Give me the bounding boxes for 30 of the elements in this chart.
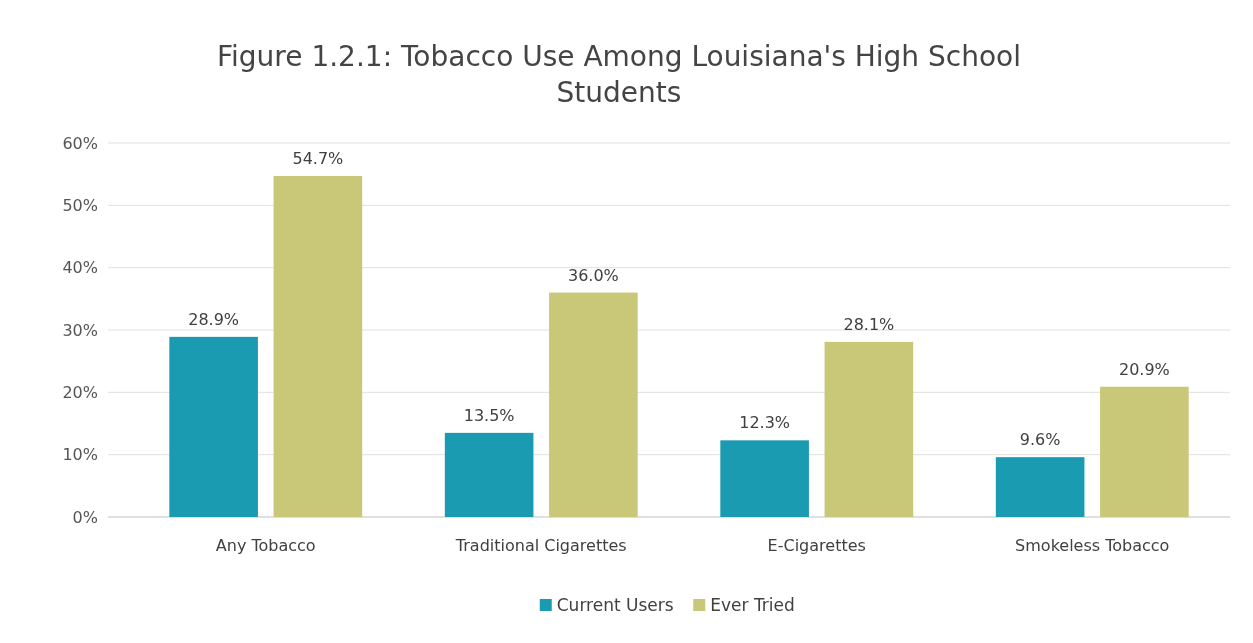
data-label: 13.5% <box>463 405 515 425</box>
legend-label: Ever Tried <box>710 594 795 615</box>
y-tick-label: 20% <box>62 382 98 402</box>
bar <box>995 457 1085 517</box>
data-label: 28.1% <box>843 314 895 334</box>
bar <box>273 176 363 517</box>
data-label: 54.7% <box>292 149 344 169</box>
bar <box>169 336 258 517</box>
bar <box>444 432 534 517</box>
legend-label: Current Users <box>556 594 674 615</box>
x-tick-label: Any Tobacco <box>215 536 316 555</box>
y-tick-label: 10% <box>62 445 98 465</box>
data-label: 36.0% <box>567 265 619 285</box>
y-tick-label: 60% <box>62 133 98 153</box>
x-tick-label: Smokeless Tobacco <box>1015 536 1170 555</box>
y-tick-label: 40% <box>62 258 98 278</box>
bar <box>549 292 638 517</box>
data-label: 9.6% <box>1019 430 1061 450</box>
x-tick-label: Traditional Cigarettes <box>454 536 627 555</box>
x-tick-label: E-Cigarettes <box>767 536 866 555</box>
chart-title: Figure 1.2.1: Tobacco Use Among Louisiana's High School Students <box>217 40 1021 109</box>
bar <box>1100 386 1189 517</box>
y-tick-label: 50% <box>62 195 98 215</box>
data-label: 28.9% <box>188 309 240 329</box>
bar <box>824 341 914 517</box>
y-tick-label: 30% <box>62 320 98 340</box>
data-label: 12.3% <box>739 413 791 433</box>
bar <box>720 440 809 517</box>
y-tick-label: 0% <box>72 507 98 527</box>
data-label: 20.9% <box>1118 359 1170 379</box>
